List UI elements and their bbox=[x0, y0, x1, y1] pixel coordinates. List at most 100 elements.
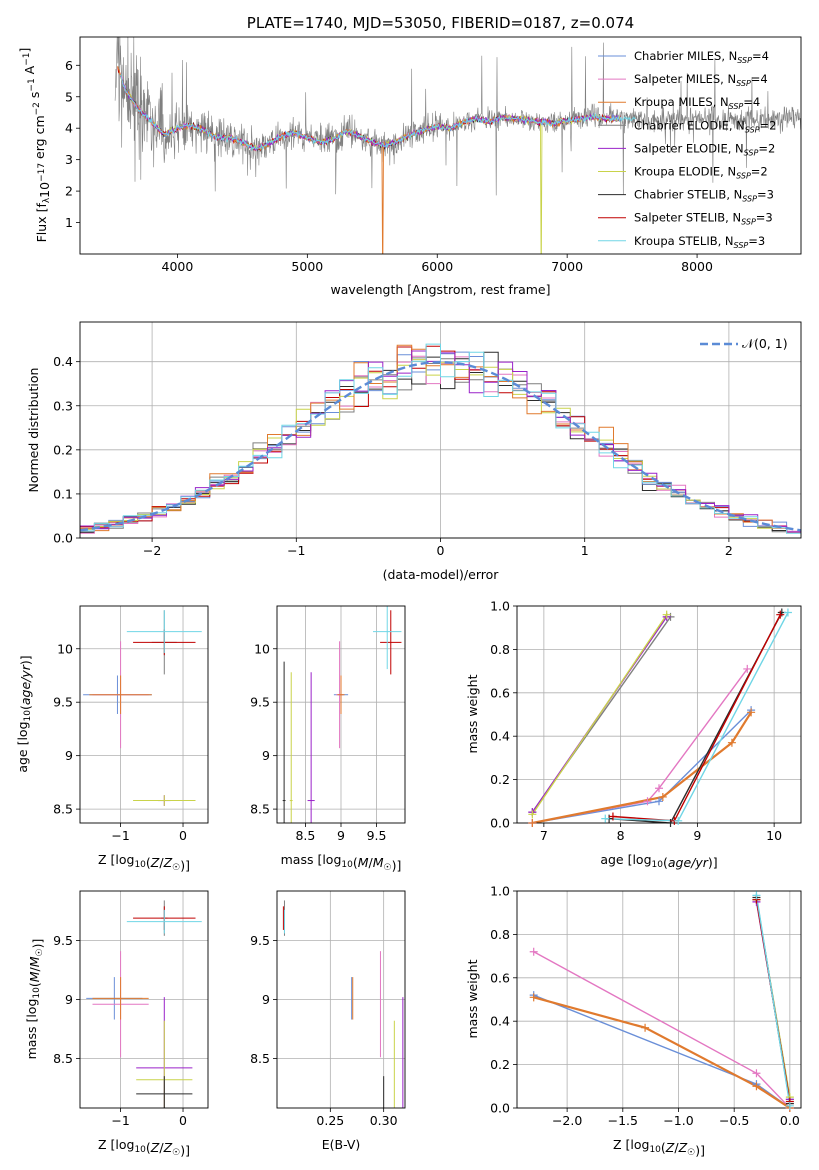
legend-label-4: Salpeter ELODIE, NSSP=2 bbox=[634, 141, 775, 157]
x-tick-label: −2.0 bbox=[552, 1113, 582, 1128]
y-tick-label: 8.5 bbox=[250, 802, 270, 817]
weight-marker-0 bbox=[655, 797, 663, 806]
y-tick-label: 0.8 bbox=[490, 642, 510, 657]
y-tick-label: 0.4 bbox=[490, 1014, 510, 1029]
plot-area bbox=[114, 37, 801, 254]
y-tick-label: 0.3 bbox=[53, 398, 73, 413]
weight-z-xlabel: Z [log10(Z/Z☉)] bbox=[613, 1137, 705, 1158]
weight-marker-2 bbox=[528, 819, 537, 827]
weight-line-2 bbox=[533, 996, 791, 1108]
y-tick-label: 0.4 bbox=[490, 729, 510, 744]
weight-age-xlabel: age [log10(age/yr)] bbox=[600, 852, 717, 870]
weight-age-ylabel: mass weight bbox=[465, 674, 480, 753]
weight-marker-2 bbox=[747, 708, 756, 717]
weight-z-ylabel: mass weight bbox=[465, 959, 480, 1038]
normal-reference-curve bbox=[80, 360, 801, 532]
y-tick-label: 9.5 bbox=[53, 695, 73, 710]
y-tick-label: 1.0 bbox=[490, 599, 510, 614]
legend-label-8: Kroupa STELIB, NSSP=3 bbox=[634, 234, 765, 250]
y-tick-label: 9.5 bbox=[250, 933, 270, 948]
x-tick-label: 10 bbox=[766, 828, 782, 843]
model-spectrum-7 bbox=[117, 67, 622, 152]
y-tick-label: 4 bbox=[65, 121, 73, 136]
y-tick-label: 0.2 bbox=[490, 1057, 510, 1072]
weight-marker-8 bbox=[601, 814, 610, 823]
y-tick-label: 1.0 bbox=[490, 884, 510, 899]
weight-marker-7 bbox=[776, 610, 785, 619]
weight-marker-5 bbox=[662, 610, 671, 619]
panel-spectrum: 4000 5000 6000 7000 8000 1 2 3 4 5 6 bbox=[65, 36, 802, 274]
x-tick-label: −2 bbox=[143, 543, 161, 558]
x-tick-label: 4000 bbox=[162, 259, 194, 274]
panel-age-vs-z: −1 0 8.5 9 9.5 10 bbox=[53, 605, 209, 843]
x-tick-label: −1 bbox=[111, 1113, 129, 1128]
model-spectrum-2 bbox=[117, 65, 622, 254]
x-tick-label: −1.5 bbox=[608, 1113, 638, 1128]
x-tick-label: 0.30 bbox=[370, 1113, 398, 1128]
weight-line-8 bbox=[755, 895, 791, 1106]
legend-label-0: Chabrier MILES, NSSP=4 bbox=[634, 49, 769, 65]
weight-marker-8 bbox=[785, 1101, 794, 1110]
x-tick-label: −1 bbox=[287, 543, 305, 558]
y-tick-label: 0.8 bbox=[490, 927, 510, 942]
weight-line-7 bbox=[612, 614, 781, 822]
weight-line-2 bbox=[532, 711, 753, 823]
y-tick-label: 8.5 bbox=[53, 1051, 73, 1066]
residuals-xlabel: (data-model)/error bbox=[383, 567, 500, 582]
x-tick-label: 0.25 bbox=[316, 1113, 344, 1128]
figure-title: PLATE=1740, MJD=53050, FIBERID=0187, z=0… bbox=[247, 14, 634, 32]
x-tick-label: 0 bbox=[179, 1113, 187, 1128]
y-tick-label: 0.1 bbox=[53, 486, 73, 501]
x-tick-label: −1.0 bbox=[663, 1113, 693, 1128]
weight-marker-2 bbox=[658, 792, 667, 801]
weight-line-8 bbox=[605, 612, 789, 822]
y-tick-label: 2 bbox=[65, 184, 73, 199]
y-tick-label: 9.5 bbox=[53, 933, 73, 948]
weight-marker-1 bbox=[743, 664, 752, 673]
axes-frame bbox=[79, 605, 209, 824]
x-tick-label: 9 bbox=[693, 828, 701, 843]
axes-frame bbox=[516, 890, 802, 1109]
panel-weight-vs-age: 7 8 9 10 0.0 0.2 0.4 0.6 0.8 1.0 bbox=[490, 599, 802, 843]
x-tick-label: 8000 bbox=[681, 259, 713, 274]
weight-line-6 bbox=[609, 612, 783, 823]
x-tick-label: 9 bbox=[337, 828, 345, 843]
axes-frame bbox=[79, 36, 802, 255]
plot-area bbox=[282, 606, 402, 823]
x-tick-label: 0.0 bbox=[780, 1113, 800, 1128]
x-tick-label: 9.5 bbox=[367, 828, 387, 843]
y-tick-label: 0.0 bbox=[490, 816, 510, 831]
y-tick-label: 0.2 bbox=[490, 772, 510, 787]
spectrum-xlabel: wavelength [Angstrom, rest frame] bbox=[330, 282, 550, 297]
weight-marker-8 bbox=[674, 816, 683, 825]
panel-weight-vs-z: −2.0 −1.5 −1.0 −0.5 0.0 0.0 0.2 0.4 0.6 0.8 1.0 bbox=[490, 884, 802, 1128]
y-tick-label: 9 bbox=[262, 748, 270, 763]
weight-marker-8 bbox=[752, 891, 761, 900]
weight-marker-1 bbox=[643, 797, 652, 806]
legend-label-3: Chabrier ELODIE, NSSP=2 bbox=[634, 118, 776, 134]
panel-mass-vs-ebv: 0.25 0.30 8.5 9 9.5 bbox=[250, 890, 406, 1128]
x-tick-label: 7 bbox=[540, 828, 548, 843]
legend-label-2: Kroupa MILES, NSSP=4 bbox=[634, 95, 760, 111]
model-spectrum-8 bbox=[120, 74, 636, 152]
x-tick-label: −0.5 bbox=[719, 1113, 749, 1128]
y-tick-label: 0.4 bbox=[53, 354, 73, 369]
weight-marker-1 bbox=[655, 784, 663, 793]
x-tick-label: 8.5 bbox=[295, 828, 315, 843]
y-tick-label: 5 bbox=[65, 89, 73, 104]
plot-area bbox=[531, 612, 789, 823]
weight-marker-2 bbox=[752, 1082, 761, 1091]
weight-marker-1 bbox=[529, 947, 538, 956]
weight-marker-1 bbox=[752, 1069, 761, 1078]
weight-marker-2 bbox=[727, 738, 736, 747]
legend-label-6: Chabrier STELIB, NSSP=3 bbox=[634, 188, 774, 204]
x-tick-label: 6000 bbox=[421, 259, 453, 274]
y-tick-label: 0.2 bbox=[53, 442, 73, 457]
residual-histogram-8 bbox=[80, 343, 801, 534]
weight-marker-5 bbox=[528, 810, 537, 819]
ebv-xlabel: E(B-V) bbox=[322, 1137, 361, 1152]
axes-frame bbox=[516, 605, 802, 824]
x-tick-label: 0 bbox=[437, 543, 445, 558]
legend-normal-label: 𝒩(0, 1) bbox=[742, 336, 788, 351]
